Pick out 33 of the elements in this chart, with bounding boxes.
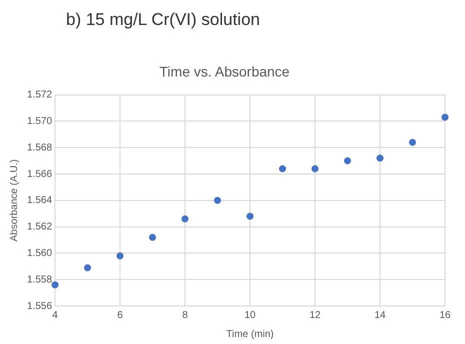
x-tick-label: 6 <box>117 310 124 321</box>
chart-title: Time vs. Absorbance <box>159 63 290 80</box>
y-tick-label: 1.558 <box>26 274 52 286</box>
text: b) 15 mg/L Cr(VI) solution <box>66 10 260 30</box>
x-tick-label: 16 <box>439 310 451 321</box>
point <box>116 252 124 260</box>
point <box>442 114 448 121</box>
y-tick-label: 1.572 <box>26 90 52 101</box>
point <box>409 138 416 146</box>
x-axis-title: Time (min) <box>226 328 274 340</box>
y-tick-label: 1.560 <box>26 248 52 259</box>
y-tick-label: 1.568 <box>26 142 52 154</box>
y-tick-label: 1.562 <box>26 222 52 233</box>
point <box>52 281 59 288</box>
point <box>344 157 352 164</box>
y-tick-label: 1.556 <box>26 300 52 312</box>
point <box>149 234 156 241</box>
x-tick-label: 4 <box>52 310 58 321</box>
x-tick-label: 10 <box>244 310 256 321</box>
y-axis-title: Absorbance (A.U.) <box>8 159 20 242</box>
x-tick-label: 12 <box>309 310 322 321</box>
point <box>84 264 92 272</box>
y-tick-label: 1.566 <box>26 168 52 180</box>
x-tick-label: 8 <box>182 310 188 321</box>
point <box>279 165 286 172</box>
point <box>312 165 319 172</box>
point <box>376 154 384 162</box>
x-tick-label: 14 <box>374 310 386 321</box>
point <box>246 212 254 220</box>
y-tick-label: 1.564 <box>26 195 52 206</box>
point <box>182 215 189 222</box>
point <box>214 196 222 204</box>
y-tick-label: 1.570 <box>26 116 52 127</box>
